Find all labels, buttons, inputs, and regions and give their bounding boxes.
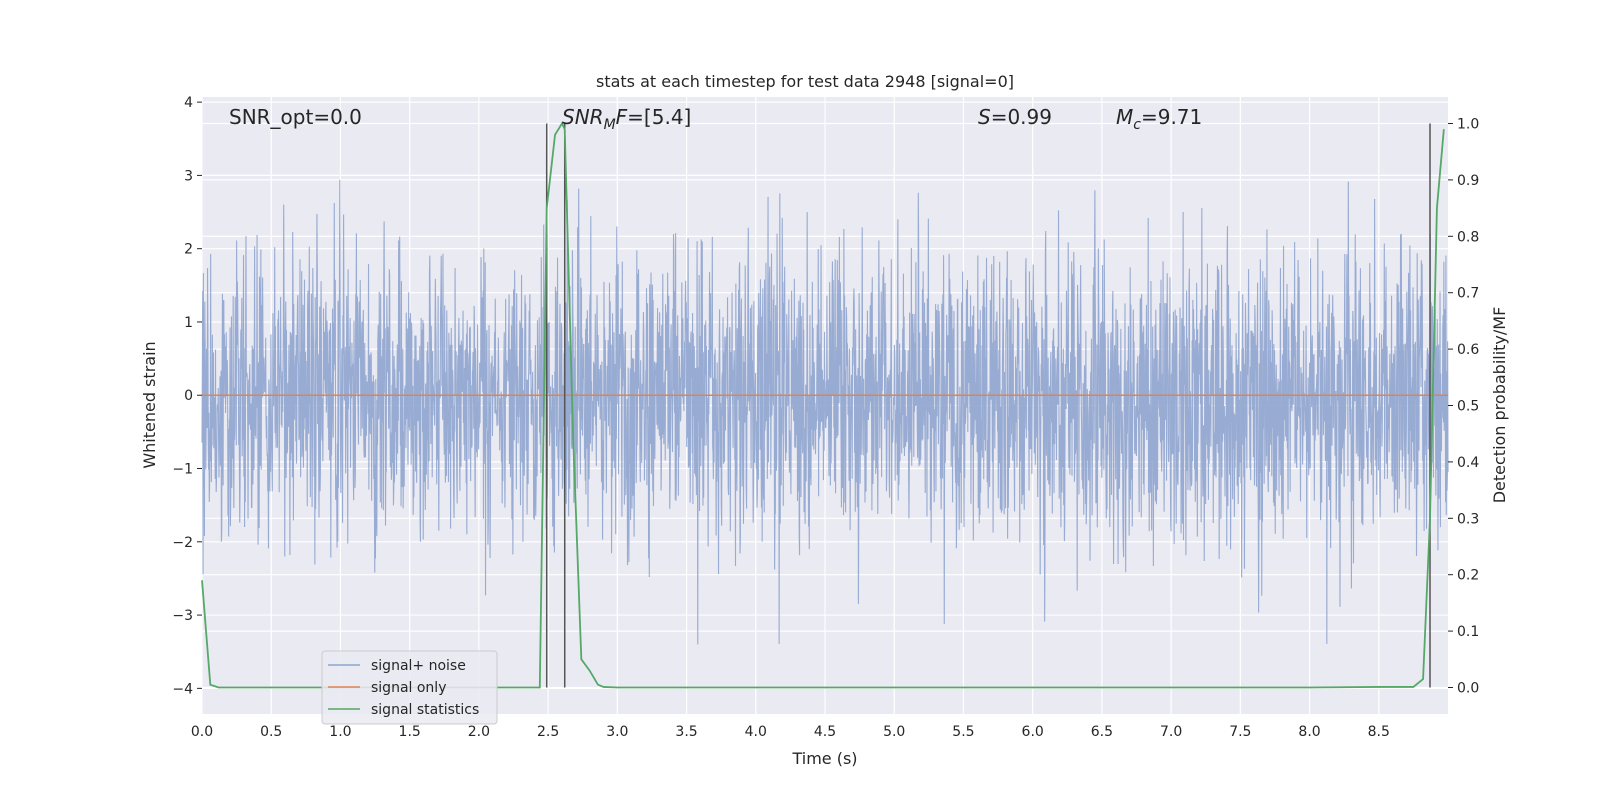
x-tick-label: 0.0 [191,724,213,740]
annotation-s: S=0.99 [978,105,1052,129]
s-var: S [978,105,991,129]
y-tick-label: −3 [172,608,193,624]
x-tick-label: 2.0 [468,724,490,740]
y2-tick-label: 0.6 [1457,342,1479,358]
x-tick-label: 3.5 [675,724,697,740]
y2-tick-label: 0.3 [1457,511,1479,527]
x-tick-label: 4.0 [745,724,767,740]
x-tick-label: 7.5 [1229,724,1251,740]
mc-value: =9.71 [1141,105,1202,129]
annotation-snr-opt: SNR_opt=0.0 [229,105,362,129]
x-tick-label: 1.5 [399,724,421,740]
y2-tick-label: 0.5 [1457,399,1479,415]
x-tick-label: 3.0 [606,724,628,740]
legend-label-signal-statistics: signal statistics [371,702,479,718]
snr-mf-base: SNR [562,105,604,129]
x-tick-label: 7.0 [1160,724,1182,740]
mc-var: M [1116,105,1133,129]
y2-tick-label: 0.7 [1457,286,1479,302]
y-tick-label: 1 [184,315,193,331]
y-axis-label: Whitened strain [140,341,159,468]
signal-noise-line [201,149,1449,645]
legend-label-signal-only: signal only [371,680,446,696]
y2-axis-ticks: 1.0 0.9 0.8 0.7 0.6 0.5 0.4 0.3 0.2 0.1 0.0 [1448,117,1479,696]
y-tick-label: −2 [172,535,193,551]
x-axis-label: Time (s) [791,749,857,768]
y-tick-label: 0 [184,388,193,404]
snr-mf-value: =[5.4] [627,105,691,129]
legend: signal+ noise signal only signal statist… [321,650,498,725]
legend-box [321,650,498,725]
y2-axis-label: Detection probability/MF [1490,307,1509,504]
legend-label-signal-noise: signal+ noise [371,658,466,674]
x-tick-label: 0.5 [260,724,282,740]
x-tick-label: 5.0 [883,724,905,740]
y2-tick-label: 1.0 [1457,117,1479,133]
x-tick-label: 6.0 [1022,724,1044,740]
y-tick-label: 2 [184,242,193,258]
signal-noise-series [201,149,1449,645]
y2-tick-label: 0.4 [1457,455,1479,471]
x-tick-label: 8.5 [1368,724,1390,740]
annotation-snr-mf: SNRMF=[5.4] [562,105,691,133]
y2-tick-label: 0.8 [1457,229,1479,245]
y2-tick-label: 0.9 [1457,173,1479,189]
y-tick-label: 3 [184,168,193,184]
x-tick-label: 1.0 [329,724,351,740]
snr-mf-sub: M [604,117,616,133]
x-axis-ticks: 0.0 0.5 1.0 1.5 2.0 2.5 3.0 3.5 4.0 4.5 5.0 5.5 6.0 6… [191,724,1390,740]
x-tick-label: 2.5 [537,724,559,740]
s-value: =0.99 [991,105,1052,129]
y-tick-label: −1 [172,462,193,478]
x-tick-label: 4.5 [814,724,836,740]
y2-tick-label: 0.1 [1457,624,1479,640]
y-tick-label: −4 [172,681,193,697]
x-tick-label: 8.0 [1298,724,1320,740]
annotation-mc: Mc=9.71 [1116,105,1202,133]
snr-mf-f: F [616,105,628,129]
y-axis-ticks: 4 3 2 1 0 −1 −2 −3 −4 [172,95,202,697]
x-tick-label: 6.5 [1091,724,1113,740]
y2-tick-label: 0.2 [1457,568,1479,584]
mc-sub: c [1133,117,1141,133]
y-tick-label: 4 [184,95,193,111]
y2-tick-label: 0.0 [1457,680,1479,696]
x-tick-label: 5.5 [952,724,974,740]
chart-title: stats at each timestep for test data 294… [596,72,1014,91]
